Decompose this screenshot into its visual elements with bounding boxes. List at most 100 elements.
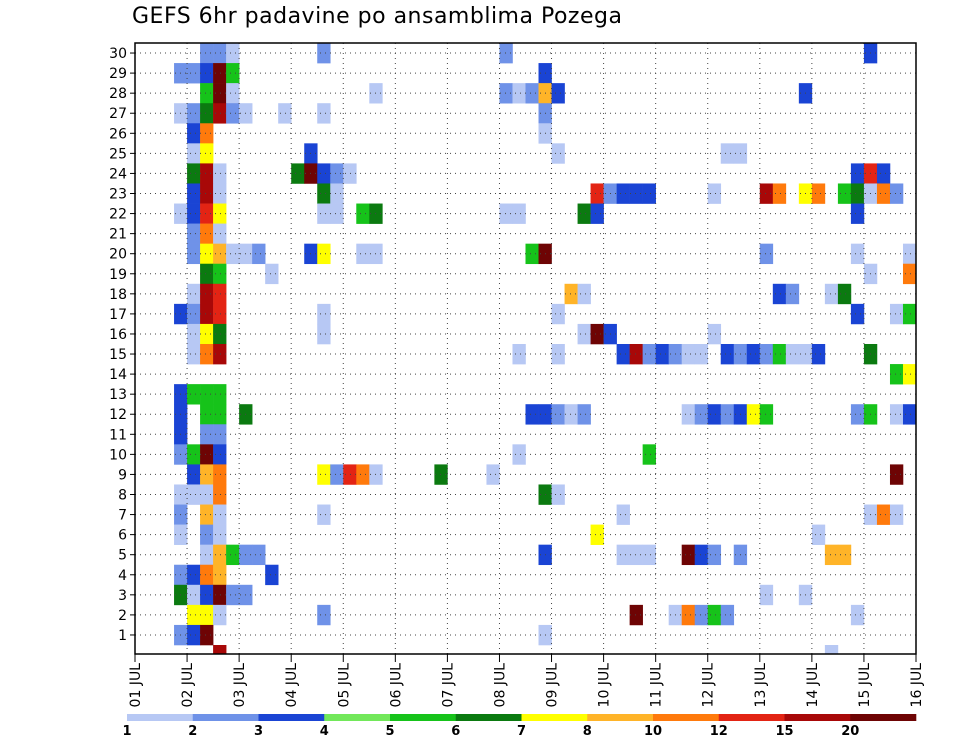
heatmap-cell [317,183,331,204]
heatmap-cell [720,604,735,626]
heatmap-cell [200,584,214,606]
heatmap-cell [642,344,656,365]
legend-swatch [850,714,917,721]
heatmap-cell [642,544,656,566]
legend-swatch [192,714,259,721]
y-tick-label: 27 [109,106,127,122]
heatmap-cell [356,464,370,485]
heatmap-cell [707,544,722,566]
heatmap-cell [200,63,214,84]
heatmap-cell [213,564,227,586]
heatmap-cell [200,203,214,224]
x-tick-label: 01 JUL [128,663,144,708]
heatmap-cell [850,604,865,626]
heatmap-cell [213,243,227,265]
heatmap-cell [200,344,214,365]
heatmap-cell [213,83,227,104]
heatmap-cell [577,203,591,224]
heatmap-cell [213,404,227,425]
legend-label: 5 [385,724,394,739]
heatmap-cell [187,63,201,84]
heatmap-cell [187,464,201,485]
heatmap-cell [187,223,201,244]
y-tick-label: 30 [109,46,127,62]
y-tick-label: 29 [109,66,127,82]
y-tick-label: 21 [109,227,127,243]
heatmap-cell [200,564,214,586]
heatmap-cell [681,404,696,425]
heatmap-cell [200,43,214,64]
legend-swatch [455,714,522,721]
heatmap-cell [200,103,214,124]
heatmap-cell [213,424,227,445]
legend-label: 4 [320,724,329,739]
heatmap-cell [785,283,800,305]
heatmap-cell [707,323,722,345]
legend-label: 8 [583,724,592,739]
heatmap-cell [330,183,344,204]
heatmap-cell [187,123,201,144]
heatmap-cell [551,143,565,164]
y-tick-label: 28 [109,86,127,102]
heatmap-cell [213,584,227,606]
heatmap-cell [850,303,865,325]
heatmap-cell [512,83,526,104]
heatmap-cell [837,283,852,305]
heatmap-cell [200,404,214,425]
heatmap-cell [694,404,709,425]
heatmap-cell [226,243,240,265]
heatmap-cell [551,484,565,505]
heatmap-cell [720,143,735,164]
x-tick-label: 15 JUL [857,663,873,708]
heatmap-cell [811,183,826,204]
heatmap-cell [200,544,214,566]
legend-swatch [390,714,457,721]
heatmap-cell [772,344,787,365]
heatmap-cell [317,303,331,325]
heatmap-cell [590,323,604,345]
heatmap-cell [772,183,787,204]
heatmap-cell [187,564,201,586]
y-tick-label: 25 [109,146,127,162]
legend-label: 20 [841,724,859,739]
heatmap-cell [681,604,696,626]
heatmap-cell [824,283,839,305]
heatmap-cell [200,484,214,505]
heatmap-cell [317,464,331,485]
y-tick-label: 24 [109,166,127,182]
heatmap-cell [811,524,826,545]
heatmap-cell [512,203,526,224]
legend-swatch [324,714,391,721]
heatmap-cell [850,183,865,204]
heatmap-cell [187,203,201,224]
heatmap-cell [200,83,214,104]
heatmap-cell [200,143,214,164]
heatmap-cell [889,364,904,385]
heatmap-cell [577,283,591,305]
heatmap-cell [317,243,331,265]
heatmap-cell [551,344,565,365]
heatmap-cell [525,83,539,104]
heatmap-cell [720,344,735,365]
heatmap-cell [902,404,917,425]
heatmap-cell [200,263,214,285]
heatmap-cell [317,43,331,64]
heatmap-cell [330,163,344,184]
heatmap-cell [187,303,201,325]
heatmap-cell [187,283,201,305]
heatmap-cell [551,83,565,104]
heatmap-cell [681,544,696,566]
heatmap-cell [564,283,578,305]
heatmap-cell [187,584,201,606]
y-tick-label: 20 [109,247,127,263]
heatmap-cell [226,63,240,84]
heatmap-cell [499,83,513,104]
heatmap-cell [759,404,774,425]
legend-label: 3 [254,724,263,739]
heatmap-cell [902,364,917,385]
heatmap-cell [785,344,800,365]
heatmap-cell [343,464,357,485]
legend-swatch [784,714,851,721]
y-tick-label: 15 [109,347,127,363]
x-tick-label: 05 JUL [336,663,352,708]
